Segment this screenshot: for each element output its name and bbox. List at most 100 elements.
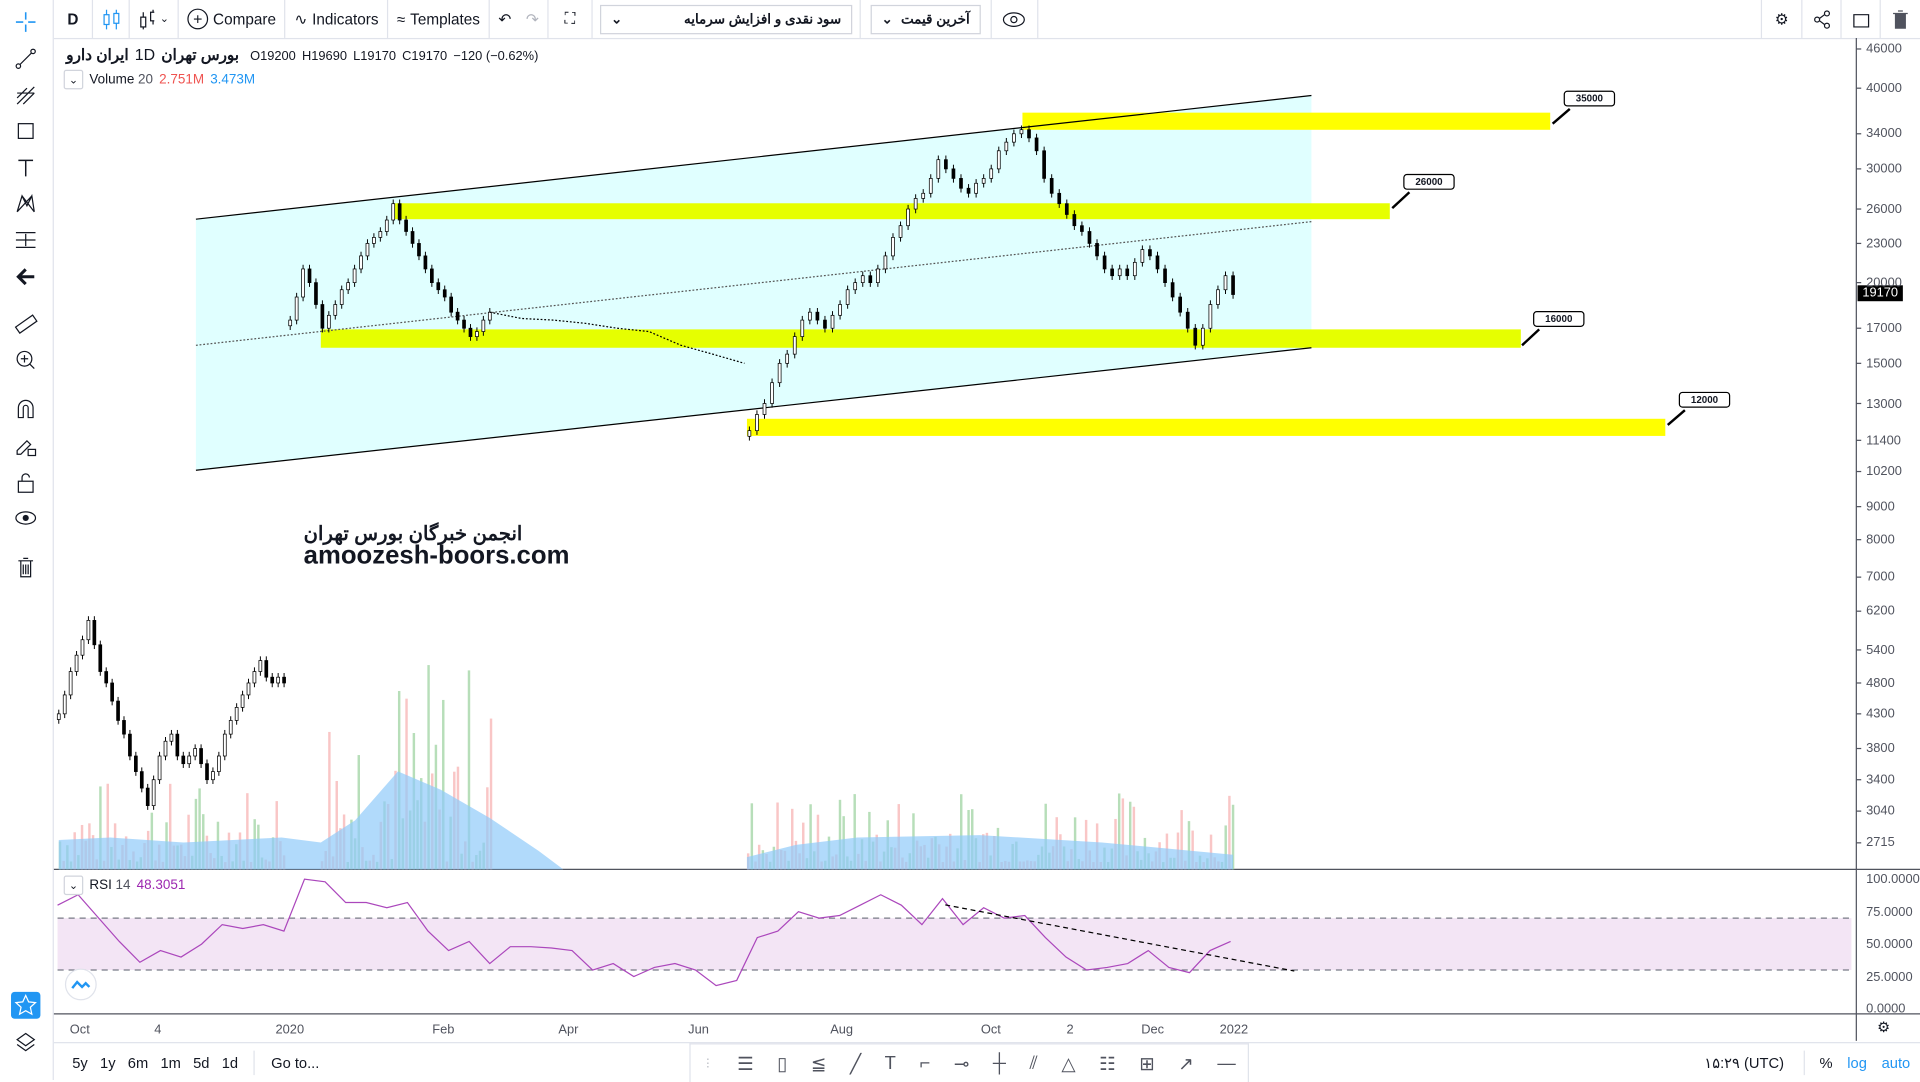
chart-type-button[interactable]: ⌄ — [130, 0, 179, 38]
cross-line-icon[interactable]: ┼ — [992, 1053, 1006, 1074]
candle-body — [755, 414, 759, 432]
range-5y[interactable]: 5y — [72, 1053, 88, 1071]
candle-body — [1140, 249, 1145, 263]
compare-button[interactable]: + Compare — [179, 0, 286, 38]
rectangle-icon[interactable] — [11, 118, 40, 145]
crosshair-icon[interactable] — [11, 9, 40, 36]
magnet-icon[interactable] — [11, 396, 40, 423]
volume-bar — [809, 804, 812, 870]
floating-drawing-toolbar: ⋮ ☰ ▯ ≦ ╱ T ⌐ ⊸ ┼ ⫽ △ ☷ ⊞ ↗ — — [689, 1043, 1249, 1082]
ruler-icon[interactable] — [11, 311, 40, 338]
share-icon[interactable] — [1802, 0, 1842, 38]
arrow-icon[interactable]: ↗ — [1178, 1053, 1194, 1075]
horizontal-lines-icon[interactable]: ☰ — [737, 1053, 754, 1075]
dividend-dropdown[interactable]: ⌄ سود نقدی و افزایش سرمایه — [599, 4, 853, 34]
log-toggle[interactable]: log — [1847, 1053, 1867, 1071]
zoom-in-icon[interactable] — [11, 347, 40, 374]
rsi-band — [57, 918, 1852, 971]
goto-button[interactable]: Go to... — [271, 1053, 320, 1071]
candle-body — [294, 296, 299, 321]
snapshot-icon[interactable] — [1842, 0, 1881, 38]
favorites-star-icon[interactable] — [11, 991, 41, 1019]
symbol-name[interactable]: ایران دارو — [66, 46, 129, 64]
rsi-line — [57, 878, 1231, 987]
undo-icon[interactable]: ↶ — [498, 11, 512, 29]
text-icon[interactable]: T — [884, 1053, 896, 1074]
collapse-chevron-icon[interactable]: ⌄ — [63, 875, 84, 896]
drag-handle-icon[interactable]: ⋮ — [702, 1056, 714, 1069]
cloud-chart-icon[interactable] — [64, 968, 97, 1001]
price-tick: 8000 — [1866, 532, 1895, 548]
trend-line-icon[interactable]: ╱ — [849, 1053, 862, 1075]
candle-body — [326, 314, 331, 329]
volume-bar — [1191, 830, 1194, 870]
candles-icon[interactable] — [93, 0, 130, 38]
candle-body — [181, 755, 186, 765]
price-label-26000[interactable]: 26000 — [1403, 173, 1455, 190]
fib-icon[interactable]: ☷ — [1099, 1053, 1116, 1075]
timezone-clock[interactable]: ۱۵:۲۹ (UTC) — [1704, 1053, 1785, 1071]
text-icon[interactable] — [11, 154, 40, 181]
price-label-12000[interactable]: 12000 — [1678, 391, 1731, 408]
time-tick: Oct — [69, 1022, 90, 1038]
candle-body — [1208, 304, 1213, 329]
trend-line-icon[interactable] — [11, 45, 40, 72]
trash-icon[interactable] — [11, 553, 40, 580]
fullscreen-icon[interactable]: ⛶ — [548, 0, 593, 38]
prediction-icon[interactable] — [11, 227, 40, 254]
range-1m[interactable]: 1m — [160, 1053, 181, 1071]
eye-icon[interactable] — [11, 504, 40, 531]
lock-drawing-icon[interactable] — [11, 432, 40, 459]
candle-body — [252, 671, 257, 684]
candle-body — [1216, 289, 1220, 305]
visibility-eye-icon[interactable] — [992, 0, 1039, 38]
indicators-button[interactable]: ∿ Indicators — [286, 0, 389, 38]
redo-icon[interactable]: ↷ — [525, 11, 539, 29]
price-tick: 6200 — [1866, 603, 1895, 619]
templates-button[interactable]: ≈ Templates — [388, 0, 490, 38]
candle-body — [346, 282, 350, 291]
volume-bar — [1128, 801, 1132, 870]
candle-body — [110, 682, 114, 702]
candle-body — [1185, 311, 1190, 329]
auto-toggle[interactable]: auto — [1881, 1053, 1911, 1071]
rectangle-icon[interactable]: ▯ — [777, 1053, 788, 1075]
price-source-dropdown[interactable]: ⌄ آخرین قیمت — [870, 4, 981, 34]
horizontal-ray-icon[interactable]: ⊸ — [953, 1053, 970, 1075]
fib-icon[interactable] — [11, 82, 40, 109]
candle-body — [468, 327, 473, 337]
unlock-icon[interactable] — [11, 469, 40, 496]
candle-body — [1034, 137, 1039, 152]
candle-body — [372, 237, 376, 244]
callout-icon[interactable]: ⌐ — [919, 1053, 931, 1074]
percent-toggle[interactable]: % — [1819, 1053, 1833, 1071]
settings-gear-icon[interactable]: ⚙ — [1760, 0, 1803, 38]
price-label-16000[interactable]: 16000 — [1533, 311, 1585, 327]
long-position-icon[interactable]: ⊞ — [1139, 1053, 1155, 1075]
ohlc-open: O19200 — [250, 48, 296, 64]
candle-body — [270, 676, 275, 684]
range-5d[interactable]: 5d — [193, 1053, 210, 1071]
range-1d[interactable]: 1d — [221, 1053, 239, 1071]
templates-label: Templates — [410, 10, 480, 28]
remove-trash-icon[interactable] — [1881, 0, 1920, 38]
layers-icon[interactable] — [11, 1029, 40, 1056]
triangle-icon[interactable]: △ — [1061, 1053, 1076, 1075]
back-arrow-icon[interactable] — [11, 263, 40, 290]
candle-body — [333, 304, 338, 316]
channel-icon[interactable]: ≦ — [810, 1053, 827, 1075]
price-tick: 34000 — [1866, 126, 1902, 142]
callout-pointer — [1521, 328, 1541, 347]
range-6m[interactable]: 6m — [127, 1053, 149, 1071]
candle-body — [1193, 327, 1198, 346]
range-1y[interactable]: 1y — [100, 1053, 116, 1071]
collapse-chevron-icon[interactable]: ⌄ — [63, 69, 84, 90]
pattern-icon[interactable] — [11, 190, 40, 217]
horizontal-line-icon[interactable]: — — [1217, 1053, 1236, 1074]
axis-settings-gear-icon[interactable]: ⚙ — [1877, 1018, 1891, 1036]
time-tick: Oct — [980, 1022, 1001, 1038]
price-label-35000[interactable]: 35000 — [1563, 90, 1616, 107]
interval-button[interactable]: D — [54, 0, 94, 38]
parallel-channel-icon[interactable]: ⫽ — [1029, 1053, 1038, 1074]
